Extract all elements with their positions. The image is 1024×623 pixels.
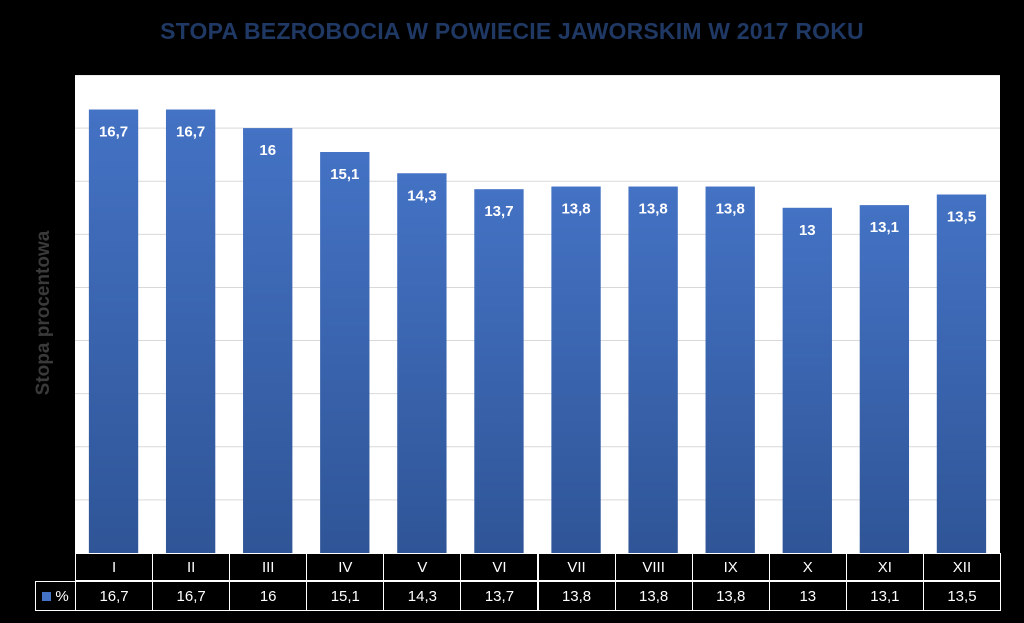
- data-label-IX: 13,8: [716, 201, 745, 218]
- bar-IX: [705, 186, 755, 553]
- category-label-VI: VI: [460, 553, 539, 581]
- table-value-IV: 15,1: [306, 581, 385, 611]
- bar-VIII: [628, 186, 678, 553]
- category-label-IX: IX: [691, 553, 770, 581]
- category-label-XII: XII: [922, 553, 1001, 581]
- legend-cell: %: [35, 581, 76, 611]
- data-label-VIII: 13,8: [639, 201, 668, 218]
- table-value-I: 16,7: [75, 581, 154, 611]
- plot-area: 16,7 16,7 16 15,1 14,3 13,7 13,8 13,8 13,8 13 13,1…: [75, 75, 1000, 553]
- category-label-II: II: [152, 553, 231, 581]
- chart-title: STOPA BEZROBOCIA W POWIECIE JAWORSKIM W …: [160, 18, 864, 44]
- bar-XII: [936, 194, 987, 553]
- data-label-II: 16,7: [176, 124, 205, 141]
- data-label-I: 16,7: [99, 124, 128, 141]
- legend-swatch: [42, 591, 52, 601]
- data-label-III: 16: [259, 142, 276, 159]
- data-label-XI: 13,1: [870, 219, 899, 236]
- category-label-V: V: [383, 553, 462, 581]
- legend-label: %: [55, 587, 69, 605]
- bar-II: [165, 109, 216, 553]
- table-value-III: 16: [229, 581, 308, 611]
- table-value-VI: 13,7: [460, 581, 539, 611]
- table-value-IX: 13,8: [691, 581, 770, 611]
- category-label-III: III: [229, 553, 308, 581]
- table-value-X: 13: [768, 581, 847, 611]
- bar-VII: [551, 186, 601, 553]
- bar-V: [397, 173, 447, 553]
- bar-X: [782, 207, 832, 553]
- data-label-X: 13: [799, 222, 816, 239]
- data-label-IV: 15,1: [330, 166, 359, 183]
- bar-VI: [474, 189, 524, 553]
- table-value-XII: 13,5: [922, 581, 1001, 611]
- category-label-VII: VII: [537, 553, 616, 581]
- category-label-X: X: [768, 553, 847, 581]
- bar-XI: [859, 205, 910, 553]
- bar-I: [88, 109, 139, 553]
- table-value-VIII: 13,8: [614, 581, 693, 611]
- y-axis-label: Stopa procentowa: [33, 230, 54, 396]
- category-label-I: I: [75, 553, 154, 581]
- bar-chart: 16,7 16,7 16 15,1 14,3 13,7 13,8 13,8 13,8 13 13,1…: [75, 75, 1000, 553]
- data-label-VI: 13,7: [484, 203, 513, 220]
- table-value-VII: 13,8: [537, 581, 616, 611]
- data-label-V: 14,3: [407, 187, 436, 204]
- table-value-V: 14,3: [383, 581, 462, 611]
- data-label-XII: 13,5: [947, 209, 976, 226]
- category-label-VIII: VIII: [614, 553, 693, 581]
- table-value-XI: 13,1: [845, 581, 924, 611]
- bar-IV: [320, 152, 370, 553]
- category-label-IV: IV: [306, 553, 385, 581]
- category-label-XI: XI: [845, 553, 924, 581]
- table-value-II: 16,7: [152, 581, 231, 611]
- bar-III: [243, 128, 293, 553]
- data-label-VII: 13,8: [561, 201, 590, 218]
